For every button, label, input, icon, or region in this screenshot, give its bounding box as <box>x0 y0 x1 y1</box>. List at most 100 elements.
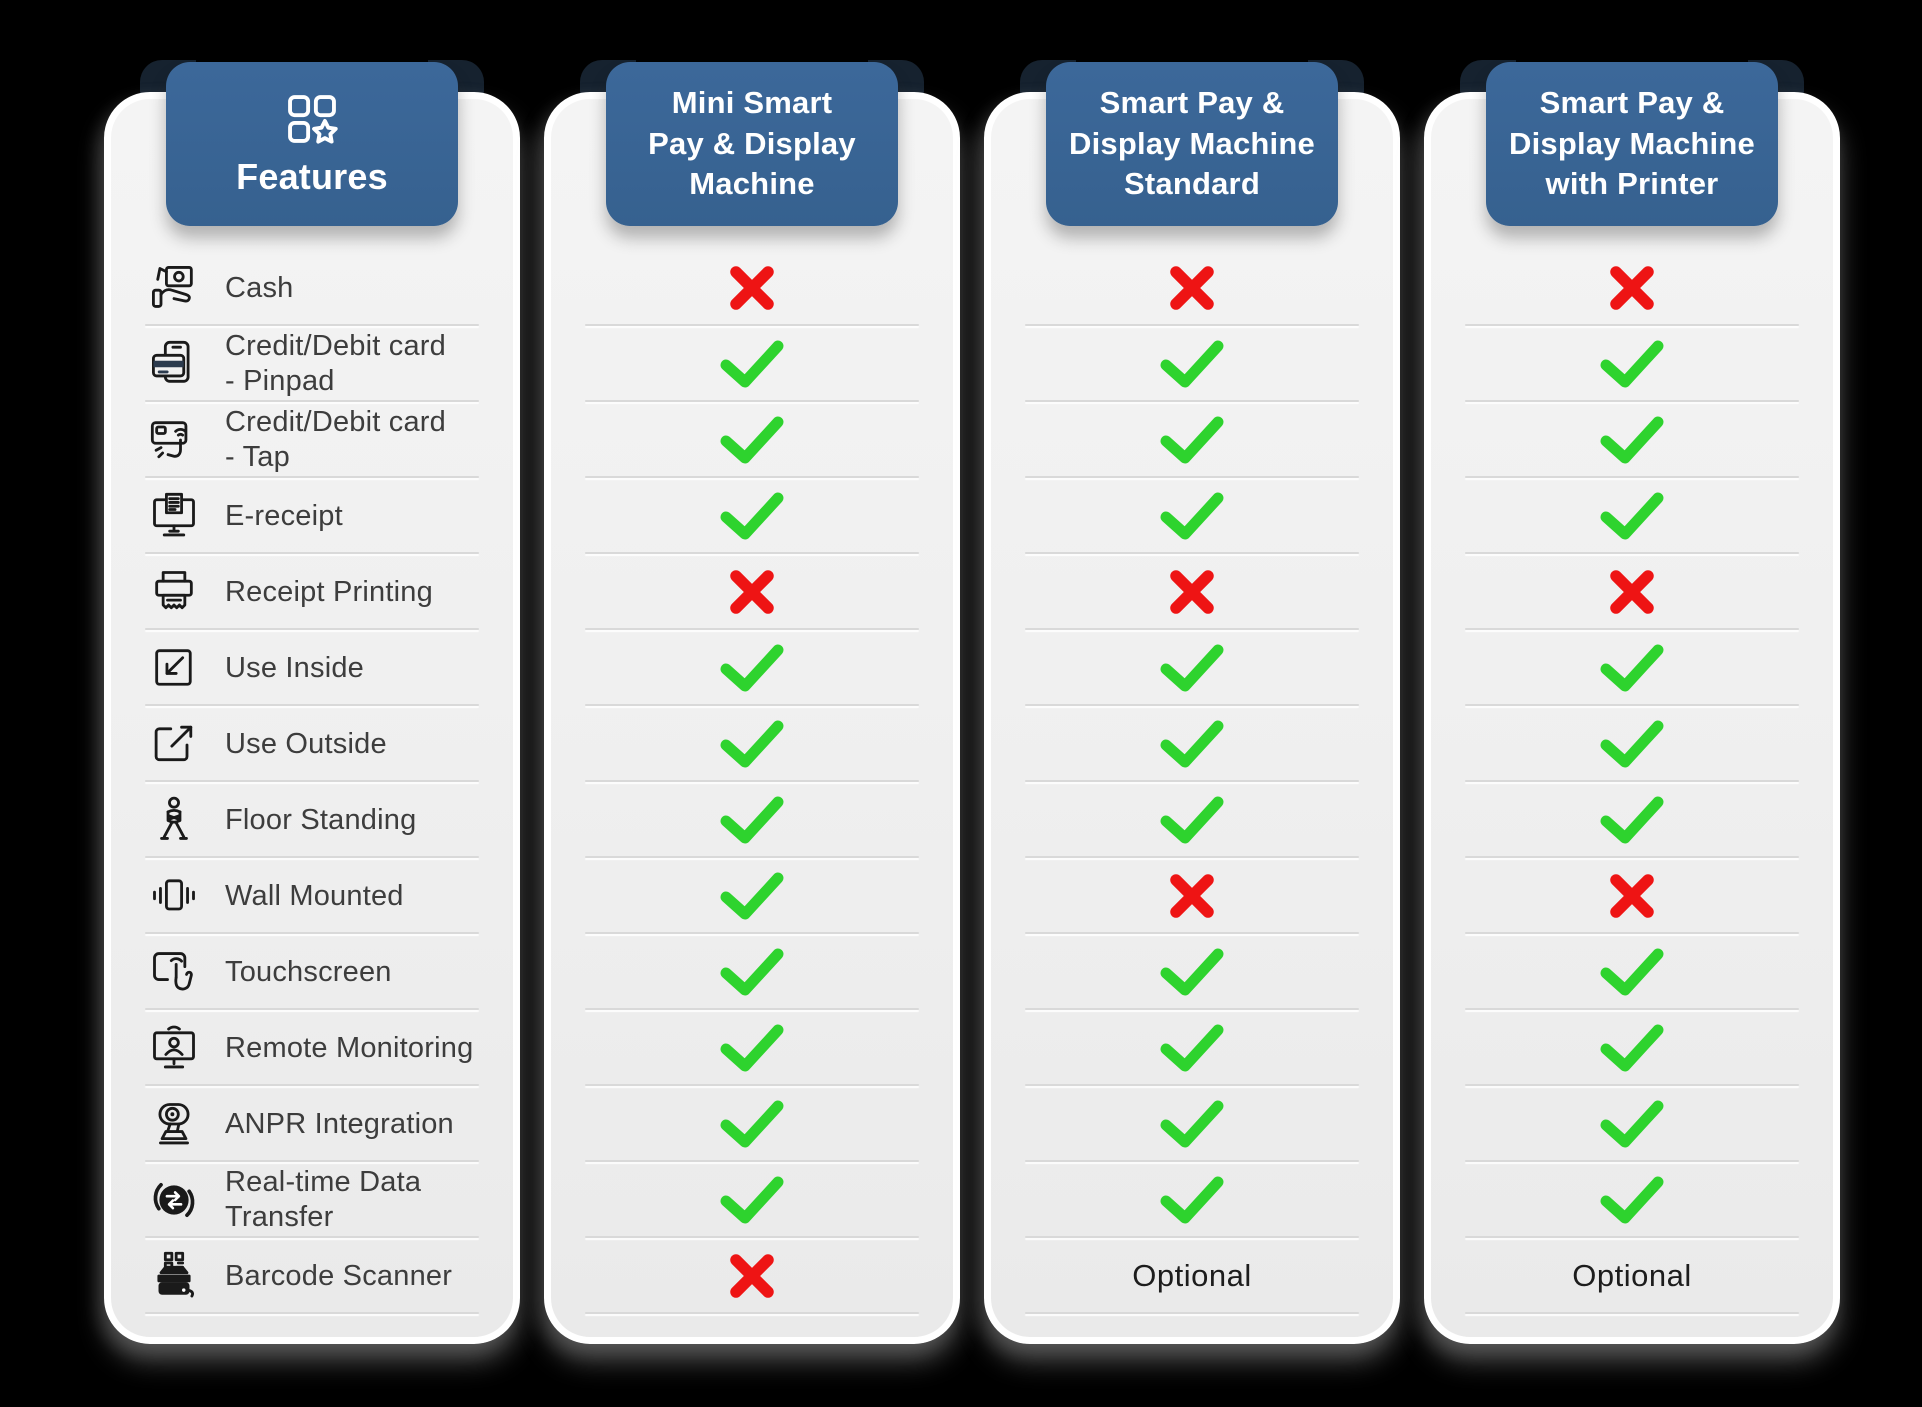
feature-row: Cash <box>111 250 513 326</box>
cross-icon <box>1607 567 1657 617</box>
check-icon <box>1599 1098 1665 1150</box>
check-icon <box>719 338 785 390</box>
value-row <box>1431 630 1833 706</box>
cross-icon <box>1607 263 1657 313</box>
feature-row: Receipt Printing <box>111 554 513 630</box>
value-row: Optional <box>991 1238 1393 1314</box>
feature-label: Touchscreen <box>225 955 392 988</box>
value-row <box>551 326 953 402</box>
column-smart-pay-display-printer: Smart Pay & Display Machine with Printer… <box>1424 0 1840 1407</box>
check-icon <box>719 1098 785 1150</box>
value-row <box>551 630 953 706</box>
check-icon <box>1159 1174 1225 1226</box>
value-row <box>1431 1010 1833 1086</box>
cross-icon <box>1167 263 1217 313</box>
check-icon <box>1159 490 1225 542</box>
check-icon <box>1599 718 1665 770</box>
value-row <box>1431 326 1833 402</box>
card-tap-icon <box>147 413 201 467</box>
machine-rows: Optional <box>1431 250 1833 1314</box>
feature-label: Real-time Data Transfer <box>225 1166 422 1233</box>
value-row <box>1431 250 1833 326</box>
value-row <box>1431 858 1833 934</box>
feature-row: E-receipt <box>111 478 513 554</box>
check-icon <box>1159 718 1225 770</box>
check-icon <box>1159 338 1225 390</box>
value-row <box>1431 706 1833 782</box>
feature-label: Wall Mounted <box>225 879 404 912</box>
machine-header-tab: Smart Pay & Display Machine Standard <box>1046 62 1338 226</box>
value-row <box>1431 934 1833 1010</box>
remote-monitoring-icon <box>147 1021 201 1075</box>
feature-row: Credit/Debit card - Tap <box>111 402 513 478</box>
features-card: Cash Credit/Debit card - Pinpad Credit/Deb… <box>104 92 520 1344</box>
value-row <box>991 326 1393 402</box>
feature-label: Credit/Debit card - Tap <box>225 406 446 473</box>
feature-row: Real-time Data Transfer <box>111 1162 513 1238</box>
check-icon <box>719 1022 785 1074</box>
feature-row: ANPR Integration <box>111 1086 513 1162</box>
value-row <box>551 554 953 630</box>
feature-label: Receipt Printing <box>225 575 433 608</box>
feature-row: Credit/Debit card - Pinpad <box>111 326 513 402</box>
machine-rows: Optional <box>991 250 1393 1314</box>
cross-icon <box>1167 567 1217 617</box>
check-icon <box>1159 1022 1225 1074</box>
feature-label: ANPR Integration <box>225 1107 454 1140</box>
value-row <box>551 1086 953 1162</box>
value-row <box>991 706 1393 782</box>
features-column: Features Cash Credit/Debit card - Pinpad C… <box>104 0 520 1407</box>
feature-row: Use Inside <box>111 630 513 706</box>
anpr-camera-icon <box>147 1097 201 1151</box>
check-icon <box>719 946 785 998</box>
check-icon <box>1599 794 1665 846</box>
value-row: Optional <box>1431 1238 1833 1314</box>
check-icon <box>1159 794 1225 846</box>
machine-card: Optional <box>984 92 1400 1344</box>
value-row <box>991 1086 1393 1162</box>
column-mini-smart-pay-display: Mini Smart Pay & Display Machine <box>544 0 960 1407</box>
value-row <box>991 1162 1393 1238</box>
machine-header-label: Smart Pay & Display Machine Standard <box>1069 84 1315 202</box>
feature-label: Credit/Debit card - Pinpad <box>225 330 446 397</box>
check-icon <box>719 1174 785 1226</box>
value-row <box>991 630 1393 706</box>
check-icon <box>719 718 785 770</box>
value-row <box>551 706 953 782</box>
machine-header-tab: Mini Smart Pay & Display Machine <box>606 62 898 226</box>
column-smart-pay-display-standard: Smart Pay & Display Machine Standard Opt… <box>984 0 1400 1407</box>
feature-label: Remote Monitoring <box>225 1031 474 1064</box>
cross-icon <box>1607 871 1657 921</box>
value-row <box>991 250 1393 326</box>
value-row <box>1431 782 1833 858</box>
value-row <box>551 1238 953 1314</box>
value-row <box>551 478 953 554</box>
features-header-tab: Features <box>166 62 458 226</box>
check-icon <box>1599 946 1665 998</box>
check-icon <box>1599 642 1665 694</box>
features-header-label: Features <box>236 155 388 197</box>
features-rows: Cash Credit/Debit card - Pinpad Credit/Deb… <box>111 250 513 1314</box>
barcode-scanner-icon <box>147 1249 201 1303</box>
floor-standing-icon <box>147 793 201 847</box>
value-row <box>1431 402 1833 478</box>
feature-row: Remote Monitoring <box>111 1010 513 1086</box>
cross-icon <box>727 1251 777 1301</box>
cross-icon <box>727 263 777 313</box>
touchscreen-icon <box>147 945 201 999</box>
check-icon <box>1599 1174 1665 1226</box>
categories-star-icon <box>281 88 343 150</box>
value-row <box>551 250 953 326</box>
machine-header-label: Mini Smart Pay & Display Machine <box>648 84 856 202</box>
feature-row: Touchscreen <box>111 934 513 1010</box>
value-row <box>991 478 1393 554</box>
optional-label: Optional <box>1132 1258 1252 1293</box>
realtime-data-icon <box>147 1173 201 1227</box>
check-icon <box>1599 490 1665 542</box>
cash-icon <box>147 261 201 315</box>
value-row <box>1431 554 1833 630</box>
machine-card: Optional <box>1424 92 1840 1344</box>
machine-card <box>544 92 960 1344</box>
feature-label: Use Inside <box>225 651 365 684</box>
